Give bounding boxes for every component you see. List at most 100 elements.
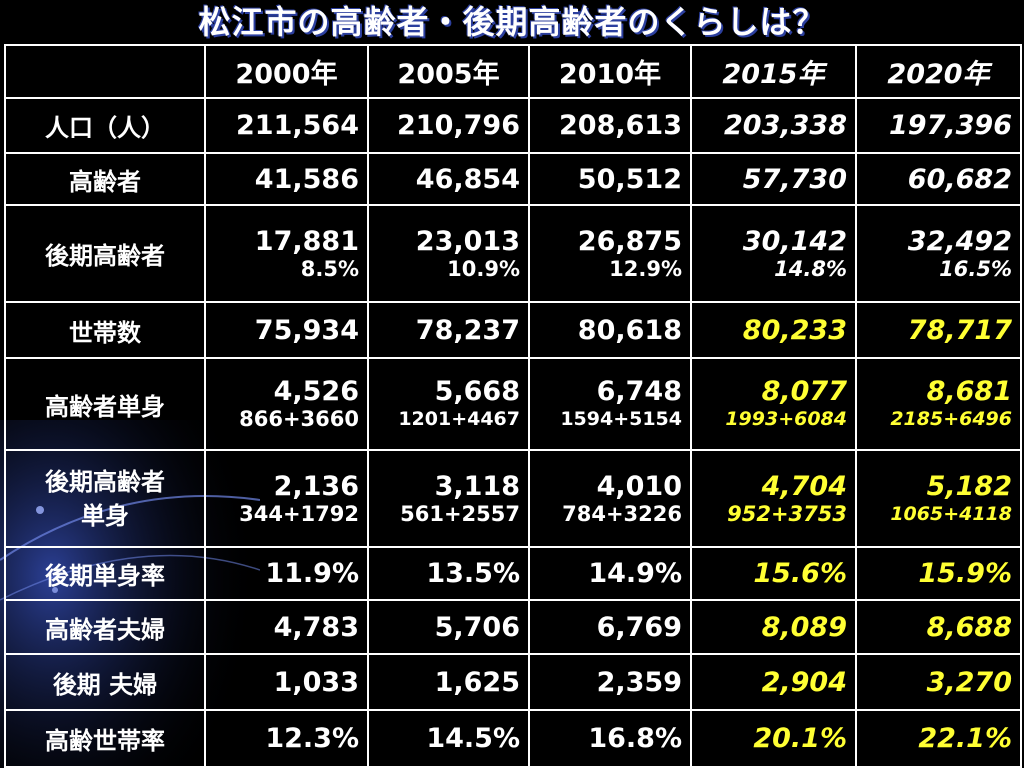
- cell: 80,618: [528, 301, 692, 359]
- table-row-elderly-couple: 高齢者夫婦 4,783 5,706 6,769 8,089 8,688: [4, 599, 1022, 655]
- cell: 22.1%: [855, 709, 1022, 768]
- table-row-population: 人口（人） 211,564 210,796 208,613 203,338 19…: [4, 97, 1022, 154]
- row-label: 後期単身率: [4, 546, 206, 601]
- row-label: 高齢者: [4, 152, 206, 206]
- table-row-late-single: 後期高齢者単身 2,136 344+1792 3,118 561+2557 4,01…: [4, 449, 1022, 548]
- cell: 13.5%: [367, 546, 530, 601]
- cell: 208,613: [528, 97, 692, 154]
- cell: 14.5%: [367, 709, 530, 768]
- cell-main: 4,010: [596, 470, 682, 502]
- cell-sub: 12.9%: [609, 256, 682, 281]
- table-row-households: 世帯数 75,934 78,237 80,618 80,233 78,717: [4, 301, 1022, 359]
- cell: 32,492 16.5%: [855, 204, 1022, 303]
- cell-main: 2,136: [273, 470, 359, 502]
- cell: 75,934: [204, 301, 369, 359]
- header-year-2005: 2005年: [367, 44, 530, 99]
- elderly-statistics-table: 2000年 2005年 2010年 2015年 2020年 人口（人） 211,…: [4, 44, 1022, 768]
- cell-main: 4,526: [273, 376, 359, 407]
- cell-main: 26,875: [577, 225, 682, 257]
- cell: 211,564: [204, 97, 369, 154]
- cell-sub: 14.8%: [774, 256, 847, 281]
- row-label: 後期高齢者: [4, 204, 206, 303]
- cell: 50,512: [528, 152, 692, 206]
- cell: 60,682: [855, 152, 1022, 206]
- cell: 16.8%: [528, 709, 692, 768]
- cell-main: 5,668: [434, 376, 520, 407]
- table-row-elderly: 高齢者 41,586 46,854 50,512 57,730 60,682: [4, 152, 1022, 206]
- cell-main: 4,704: [761, 470, 847, 502]
- cell: 20.1%: [690, 709, 857, 768]
- cell-main: 3,118: [434, 470, 520, 502]
- cell-main: 8,077: [761, 376, 847, 407]
- cell-main: 32,492: [907, 225, 1012, 257]
- cell: 11.9%: [204, 546, 369, 601]
- cell: 1,033: [204, 653, 369, 711]
- row-label-line1: 後期高齢者: [45, 467, 165, 496]
- table-row-elderly-household-rate: 高齢世帯率 12.3% 14.5% 16.8% 20.1% 22.1%: [4, 709, 1022, 768]
- cell-sub: 344+1792: [239, 501, 359, 526]
- cell: 2,136 344+1792: [204, 449, 369, 548]
- cell-sub: 561+2557: [400, 501, 520, 526]
- cell: 4,526 866+3660: [204, 357, 369, 451]
- cell: 15.9%: [855, 546, 1022, 601]
- cell-main: 8,681: [926, 376, 1012, 407]
- table-row-late-single-rate: 後期単身率 11.9% 13.5% 14.9% 15.6% 15.9%: [4, 546, 1022, 601]
- cell: 26,875 12.9%: [528, 204, 692, 303]
- cell: 4,704 952+3753: [690, 449, 857, 548]
- row-label: 後期 夫婦: [4, 653, 206, 711]
- cell-sub: 8.5%: [300, 256, 359, 281]
- cell: 6,769: [528, 599, 692, 655]
- table-row-elderly-single: 高齢者単身 4,526 866+3660 5,668 1201+4467 6,748…: [4, 357, 1022, 451]
- table-row-late-elderly: 後期高齢者 17,881 8.5% 23,013 10.9% 26,875 12.9%…: [4, 204, 1022, 303]
- cell-main: 17,881: [254, 225, 359, 257]
- cell: 30,142 14.8%: [690, 204, 857, 303]
- cell-main: 5,182: [926, 470, 1012, 502]
- cell: 8,077 1993+6084: [690, 357, 857, 451]
- row-label: 高齢者単身: [4, 357, 206, 451]
- cell: 5,706: [367, 599, 530, 655]
- row-label-line2: 単身: [81, 501, 129, 530]
- cell-sub: 2185+6496: [890, 408, 1012, 430]
- cell: 78,717: [855, 301, 1022, 359]
- cell-sub: 952+3753: [727, 501, 847, 526]
- cell: 4,783: [204, 599, 369, 655]
- cell: 8,681 2185+6496: [855, 357, 1022, 451]
- cell: 203,338: [690, 97, 857, 154]
- header-year-2020: 2020年: [855, 44, 1022, 99]
- header-row: 2000年 2005年 2010年 2015年 2020年: [4, 44, 1022, 99]
- cell: 3,270: [855, 653, 1022, 711]
- header-year-2015: 2015年: [690, 44, 857, 99]
- cell-main: 6,748: [596, 376, 682, 407]
- cell-sub: 1201+4467: [398, 408, 520, 430]
- cell: 80,233: [690, 301, 857, 359]
- cell: 6,748 1594+5154: [528, 357, 692, 451]
- cell: 2,904: [690, 653, 857, 711]
- row-label: 世帯数: [4, 301, 206, 359]
- cell-sub: 16.5%: [939, 256, 1012, 281]
- cell: 8,089: [690, 599, 857, 655]
- cell-main: 23,013: [415, 225, 520, 257]
- cell-sub: 1594+5154: [560, 408, 682, 430]
- cell: 8,688: [855, 599, 1022, 655]
- row-label: 高齢者夫婦: [4, 599, 206, 655]
- cell: 3,118 561+2557: [367, 449, 530, 548]
- cell: 46,854: [367, 152, 530, 206]
- cell: 4,010 784+3226: [528, 449, 692, 548]
- cell-sub: 10.9%: [447, 256, 520, 281]
- row-label: 人口（人）: [4, 97, 206, 154]
- cell: 57,730: [690, 152, 857, 206]
- cell-main: 30,142: [742, 225, 847, 257]
- cell: 12.3%: [204, 709, 369, 768]
- header-year-2000: 2000年: [204, 44, 369, 99]
- cell: 1,625: [367, 653, 530, 711]
- cell: 17,881 8.5%: [204, 204, 369, 303]
- cell: 14.9%: [528, 546, 692, 601]
- cell: 15.6%: [690, 546, 857, 601]
- page-title: 松江市の高齢者・後期高齢者のくらしは？: [198, 3, 826, 41]
- cell-sub: 1065+4118: [890, 502, 1012, 525]
- cell-sub: 1993+6084: [725, 408, 847, 430]
- cell-sub: 784+3226: [562, 501, 682, 526]
- cell: 5,182 1065+4118: [855, 449, 1022, 548]
- table-row-late-couple: 後期 夫婦 1,033 1,625 2,359 2,904 3,270: [4, 653, 1022, 711]
- cell: 210,796: [367, 97, 530, 154]
